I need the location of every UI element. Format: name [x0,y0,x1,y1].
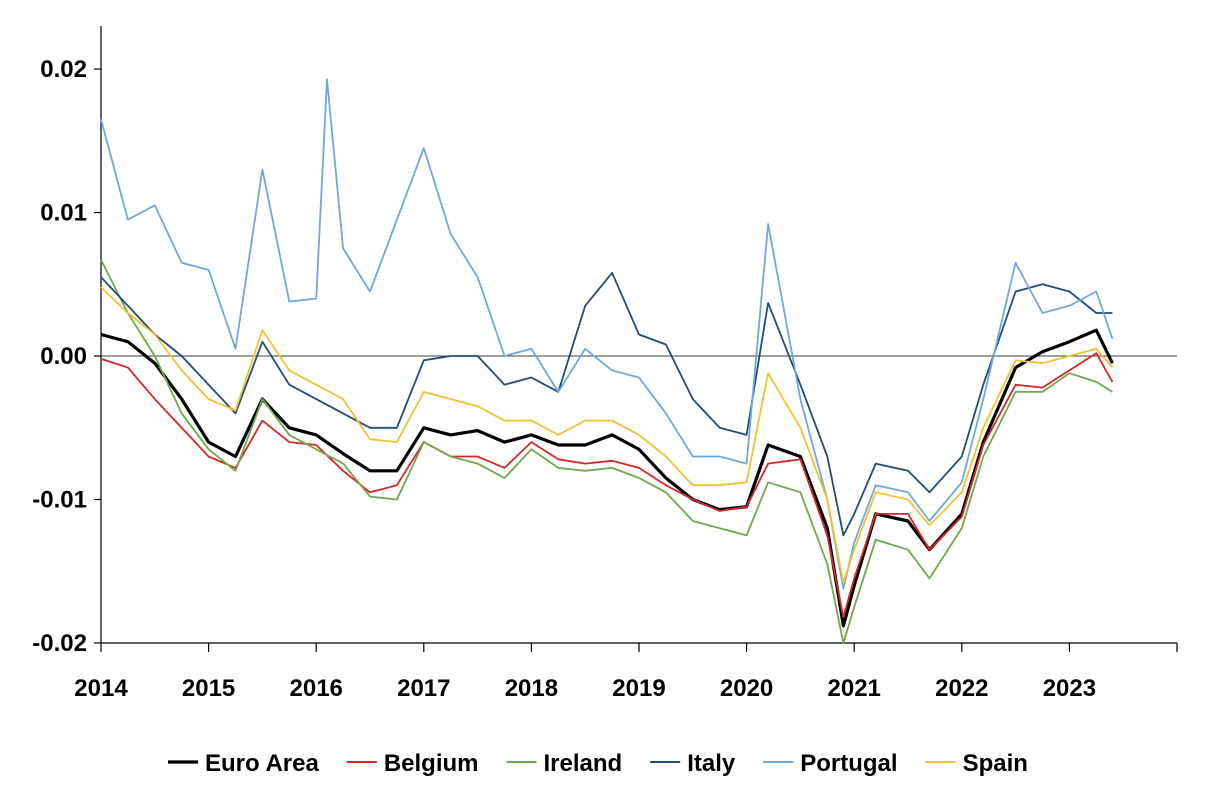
legend-item-italy: Italy [650,750,736,777]
series-line-spain [100,286,1114,584]
x-tick-label: 2021 [828,675,881,702]
series-line-euro-area [100,328,1114,628]
x-tick-label: 2020 [720,675,773,702]
legend-item-ireland: Ireland [506,750,623,777]
y-tick-label: 0.01 [40,200,87,227]
x-tick-label: 2018 [505,675,558,702]
y-tick-label: -0.02 [32,630,87,657]
legend-label: Belgium [384,750,479,777]
legend-label: Euro Area [205,750,319,777]
series-line-ireland [100,259,1113,644]
series-layer [100,78,1114,644]
x-tick-label: 2022 [935,675,988,702]
y-tick-label: 0.00 [40,343,87,370]
y-tick-label: 0.02 [40,56,87,83]
x-tick-label: 2019 [612,675,665,702]
x-tick-label: 2016 [290,675,343,702]
legend-label: Italy [687,750,736,777]
axes: 0.02 0.01 0.00 -0.01 -0.02 2014 2015 2016 2017 20… [32,26,1178,702]
x-tick-label: 2015 [182,675,235,702]
x-tick-label: 2017 [397,675,450,702]
legend: Euro Area Belgium Ireland Italy Portugal Spai… [168,750,1028,777]
legend-item-spain: Spain [925,750,1028,777]
series-line-belgium [100,352,1114,619]
legend-label: Ireland [544,750,623,777]
legend-label: Spain [963,750,1028,777]
y-tick-label: -0.01 [32,487,87,514]
x-tick-label: 2023 [1043,675,1096,702]
legend-label: Portugal [800,750,897,777]
series-line-portugal [100,78,1114,590]
x-tick-label: 2014 [74,675,128,702]
legend-item-euro-area: Euro Area [168,750,319,777]
legend-item-belgium: Belgium [346,750,479,777]
series-line-italy [100,271,1113,537]
legend-item-portugal: Portugal [763,750,898,777]
